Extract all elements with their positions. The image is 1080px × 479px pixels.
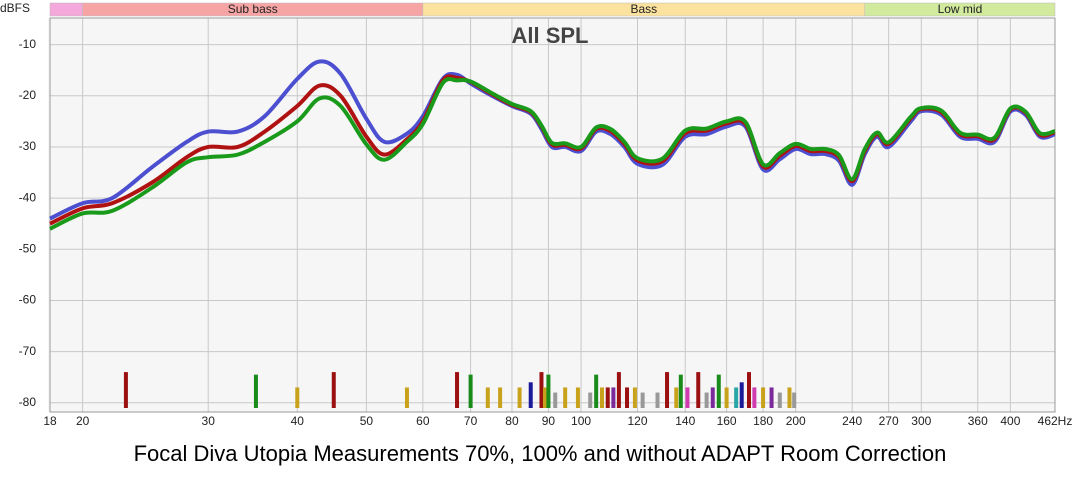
- x-tick-label: 40: [291, 414, 305, 428]
- y-tick-label: -70: [19, 344, 37, 358]
- mode-bar: [716, 374, 721, 408]
- y-tick-label: -30: [19, 139, 37, 153]
- mode-bar: [605, 387, 610, 408]
- mode-bar: [468, 374, 473, 408]
- x-tick-label: 160: [717, 414, 737, 428]
- mode-bar: [685, 387, 690, 408]
- mode-bar: [761, 387, 766, 408]
- mode-bar: [485, 387, 490, 408]
- series-line: [49, 59, 1056, 221]
- x-tick-label: 120: [628, 414, 648, 428]
- mode-bar: [674, 387, 679, 408]
- band-label: Sub bass: [228, 2, 278, 16]
- band: [864, 2, 1056, 17]
- x-tick-label: 30: [202, 414, 216, 428]
- mode-bar: [734, 387, 739, 408]
- mode-bar: [575, 387, 580, 408]
- x-tick-label: 462Hz: [1038, 414, 1073, 428]
- plot-background: [48, 18, 1055, 412]
- y-tick-label: -60: [19, 293, 37, 307]
- y-tick-label: -10: [19, 37, 37, 51]
- mode-bar: [616, 372, 621, 408]
- mode-bar: [752, 387, 757, 408]
- mode-bar: [655, 392, 660, 408]
- x-tick-label: 270: [879, 414, 899, 428]
- series-line: [49, 77, 1056, 231]
- mode-bar: [539, 372, 544, 408]
- x-tick-label: 60: [416, 414, 430, 428]
- y-tick-label: -80: [19, 395, 37, 409]
- mode-bar: [542, 387, 547, 408]
- mode-bar: [632, 387, 637, 408]
- mode-bar: [640, 392, 645, 408]
- mode-bar: [528, 382, 533, 408]
- mode-bar: [123, 372, 128, 408]
- x-tick-label: 360: [968, 414, 988, 428]
- mode-bar: [696, 372, 701, 408]
- x-tick-label: 240: [842, 414, 862, 428]
- x-tick-label: 90: [542, 414, 556, 428]
- mode-bar: [546, 374, 551, 408]
- chart-title: All SPL: [511, 23, 588, 48]
- x-tick-label: 100: [571, 414, 591, 428]
- mode-bar: [625, 387, 630, 408]
- mode-bar: [404, 387, 409, 408]
- x-tick-label: 20: [76, 414, 90, 428]
- y-tick-label: -20: [19, 88, 37, 102]
- x-tick-label: 140: [675, 414, 695, 428]
- x-tick-label: 300: [911, 414, 931, 428]
- y-tick-label: -50: [19, 241, 37, 255]
- mode-bar: [678, 374, 683, 408]
- x-tick-label: 18: [43, 414, 57, 428]
- mode-bar: [777, 392, 782, 408]
- mode-bar: [253, 374, 258, 408]
- mode-bar: [600, 387, 605, 408]
- mode-bar: [295, 387, 300, 408]
- mode-bar: [498, 387, 503, 408]
- y-tick-label: -40: [19, 190, 37, 204]
- band: [49, 2, 83, 17]
- mode-bar: [611, 387, 616, 408]
- x-tick-label: 50: [360, 414, 374, 428]
- mode-bar: [787, 387, 792, 408]
- caption: Focal Diva Utopia Measurements 70%, 100%…: [134, 441, 947, 466]
- mode-bar: [739, 382, 744, 408]
- mode-bar: [594, 374, 599, 408]
- mode-bar: [665, 372, 670, 408]
- mode-bar: [517, 387, 522, 408]
- x-tick-label: 400: [1000, 414, 1020, 428]
- mode-bar: [331, 372, 336, 408]
- mode-bar: [769, 387, 774, 408]
- mode-bar: [588, 392, 593, 408]
- mode-bar: [553, 392, 558, 408]
- mode-bar: [724, 387, 729, 408]
- mode-bar: [792, 392, 797, 408]
- mode-bar: [704, 392, 709, 408]
- band-label: Bass: [630, 2, 657, 16]
- plot-frame: [49, 17, 1056, 413]
- y-axis-label: dBFS: [0, 1, 30, 15]
- x-tick-label: 70: [464, 414, 478, 428]
- x-tick-label: 180: [753, 414, 773, 428]
- x-tick-label: 80: [505, 414, 519, 428]
- mode-bar: [747, 372, 752, 408]
- x-tick-label: 200: [786, 414, 806, 428]
- mode-bar: [563, 387, 568, 408]
- mode-bar: [455, 372, 460, 408]
- mode-bar: [710, 387, 715, 408]
- band-label: Low mid: [938, 2, 983, 16]
